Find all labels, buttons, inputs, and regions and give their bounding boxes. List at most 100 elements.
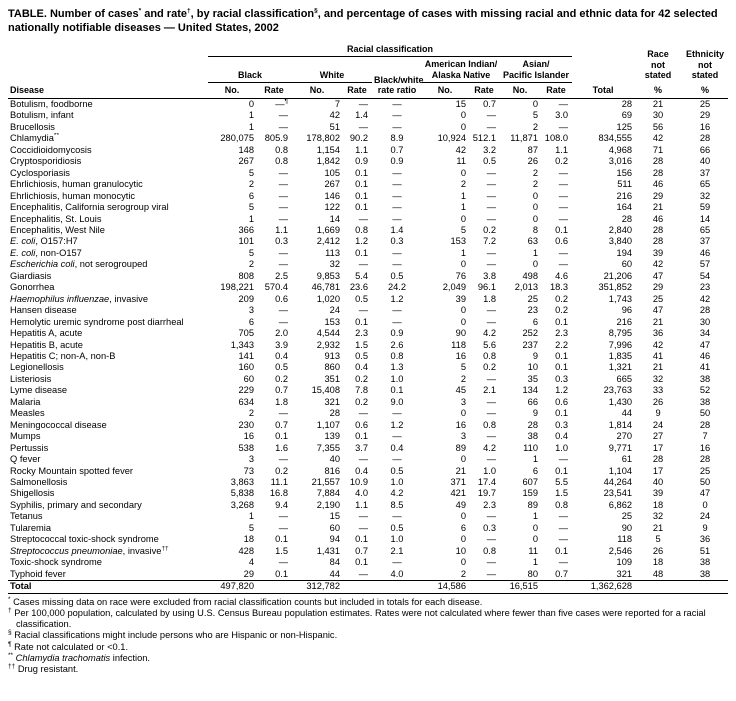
value-cell: 32 [652, 511, 664, 522]
value-cell: 2 [460, 568, 466, 579]
disease-cell: Shigellosis [10, 488, 55, 499]
disease-cell: Brucellosis [10, 121, 55, 132]
value-cell: — [486, 110, 496, 121]
value-cell: 65 [699, 179, 711, 190]
value-cell: 1 [248, 110, 254, 121]
value-cell: 8.9 [390, 133, 404, 144]
value-cell: 47 [652, 270, 664, 281]
table-row: Tetanus 1 — 15 — — 0 — 1 — 25 32 24 [8, 511, 728, 522]
column-header-white: White [292, 56, 372, 84]
value-cell: 87 [527, 144, 538, 155]
column-header-asian-pacific-rate: Rate [546, 85, 566, 96]
value-cell: 6 [532, 316, 538, 327]
value-cell: 2 [532, 121, 538, 132]
value-cell: 351 [324, 373, 340, 384]
value-cell: 1.1 [555, 144, 569, 155]
value-cell: 1.5 [275, 545, 288, 556]
value-cell: 0 [532, 259, 538, 270]
value-cell: 2 [248, 179, 254, 190]
table-row: Q fever 3 — 40 — — 0 — 1 — 61 28 28 [8, 454, 728, 465]
value-cell: 7,884 [316, 488, 340, 499]
value-cell: 2.3 [355, 328, 368, 339]
value-cell: 7 [334, 99, 340, 110]
value-cell: 351,852 [598, 282, 633, 293]
value-cell: 1.5 [555, 488, 569, 499]
value-cell: 0.2 [275, 465, 288, 476]
value-cell: 0.2 [555, 293, 569, 304]
value-cell: 0 [460, 511, 466, 522]
value-cell: — [558, 259, 569, 270]
value-cell: 125 [616, 121, 633, 132]
disease-cell: Streptococcal toxic-shock syndrome [10, 534, 159, 545]
value-cell: 1.6 [275, 442, 288, 453]
value-cell: 10 [455, 545, 466, 556]
table-row: Streptococcal toxic-shock syndrome 18 0.1 9… [8, 534, 728, 545]
value-cell: 1,814 [608, 419, 633, 430]
value-cell: 80 [527, 568, 538, 579]
value-cell: 3.9 [275, 339, 288, 350]
value-cell: 2 [532, 179, 538, 190]
value-cell: 108.0 [544, 133, 569, 144]
value-cell: 4.2 [483, 328, 496, 339]
table-body: Botulism, foodborne 0 —¶ 7— —15 0.7 0—28 21 25 Bo… [8, 99, 729, 594]
value-cell: 3,016 [608, 156, 633, 167]
value-cell: 33 [652, 385, 664, 396]
value-cell: — [558, 99, 569, 110]
value-cell: 860 [324, 362, 340, 373]
disease-cell: Escherichia coli, not serogrouped [10, 259, 148, 270]
value-cell: 428 [238, 545, 254, 556]
value-cell: 5 [532, 110, 538, 121]
value-cell: — [392, 408, 402, 419]
value-cell: 15 [329, 511, 340, 522]
value-cell: 2.6 [390, 339, 404, 350]
value-cell: 37 [699, 236, 711, 247]
value-cell: 5.5 [555, 476, 569, 487]
value-cell: — [392, 190, 402, 201]
value-cell: 26 [527, 156, 538, 167]
value-cell: 2 [248, 259, 254, 270]
disease-cell: Hepatitis A, acute [10, 328, 83, 339]
value-cell: 371 [450, 476, 466, 487]
value-cell: 42 [699, 293, 711, 304]
value-cell: 0.1 [355, 247, 368, 258]
column-header-ethnicity-not-stated: Ethnicity not stated [686, 49, 725, 81]
value-cell [682, 580, 729, 594]
value-cell: 0.5 [483, 156, 496, 167]
value-cell: 29 [652, 282, 664, 293]
table-row: Streptococcus pneumoniae, invasive†† 428 1… [8, 546, 728, 557]
table-row: Tularemia 5 — 60 — 0.5 6 0.3 0 — 90 21 9 [8, 523, 728, 534]
value-cell: 10.9 [349, 476, 368, 487]
value-cell: 0.5 [275, 362, 288, 373]
value-cell: 4.2 [483, 442, 496, 453]
value-cell: — [392, 202, 402, 213]
table-row: Legionellosis 160 0.5 860 0.4 1.3 5 0.2 10 0.1 1,3… [8, 362, 728, 373]
value-cell: 1.8 [483, 293, 496, 304]
value-cell: 3,840 [608, 236, 633, 247]
value-cell: 44 [329, 568, 340, 579]
table-row: Cyclosporiasis 5 — 105 0.1 — 0 — 2 — 156 28 37 [8, 168, 728, 179]
value-cell: 280,075 [220, 133, 254, 144]
value-cell: 3 [460, 431, 466, 442]
disease-cell: Salmonellosis [10, 476, 68, 487]
value-cell: 3,268 [230, 499, 254, 510]
value-cell: 0.7 [555, 568, 569, 579]
table-row: Hepatitis A, acute 705 2.0 4,544 2.3 0.9 90 4.2… [8, 328, 728, 339]
value-cell: 1.2 [390, 419, 404, 430]
table-header: Disease Racial classification Total Race… [8, 41, 729, 99]
table-row: Encephalitis, West Nile 366 1.1 1,669 0.8 1.4… [8, 225, 728, 236]
disease-cell: Mumps [10, 431, 41, 442]
value-cell: 0.2 [355, 396, 368, 407]
table-row: Hepatitis B, acute 1,343 3.9 2,932 1.5 2.6 118… [8, 340, 728, 351]
value-cell: 11.1 [270, 476, 288, 487]
value-cell: 312,782 [292, 580, 342, 594]
column-header-race-not-stated: Race not stated [644, 49, 672, 81]
value-cell: 0.7 [483, 99, 496, 110]
value-cell: 5 [248, 167, 254, 178]
value-cell: 0.2 [555, 305, 569, 316]
value-cell: — [486, 534, 496, 545]
column-header-white-no: No. [309, 85, 325, 96]
value-cell: 41 [652, 351, 664, 361]
value-cell: — [392, 110, 402, 121]
value-cell: — [392, 431, 402, 442]
value-cell: 3.8 [483, 270, 496, 281]
